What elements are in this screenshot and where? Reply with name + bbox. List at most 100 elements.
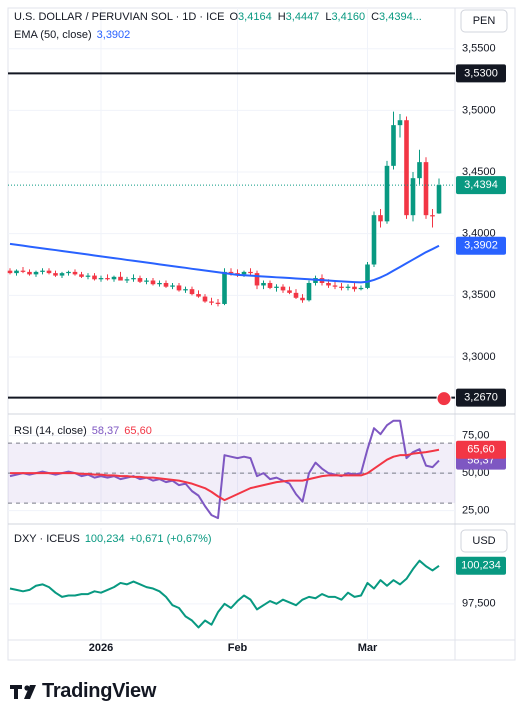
ohlc-key: H [277,11,286,23]
candle-body [85,275,91,277]
candle-body [391,125,396,166]
axis-value-label: 100,234 [461,560,501,572]
ohlc-value: 3,4164 [238,11,272,23]
axis-value-label: 3,3902 [464,240,498,252]
y-tick-label: 97,500 [462,598,496,610]
flag-icon [436,391,452,407]
y-tick-label: 25,00 [462,505,490,517]
currency: PEN [473,15,496,27]
axis-value-label: 65,60 [467,444,495,456]
ohlc-value: 3,4394... [379,11,422,23]
rsi-ma-value: 65,60 [124,425,152,437]
candle-body [189,289,195,295]
axis-value-box [456,64,506,83]
candle-body [384,165,390,222]
rsi-value: 58,37 [91,425,120,437]
candle-body [410,178,416,216]
candle-body [209,301,214,303]
candle-body [274,286,279,288]
ema-value: 3,3902 [96,29,131,41]
tv-logo [10,685,36,699]
candle-body [59,273,65,276]
candle-body [33,271,39,275]
ohlc-item: O3,4164 [229,11,271,23]
rsi-title: RSI (14, close) [14,425,87,437]
axis-value-box [456,176,506,195]
ohlc-key: O [229,11,239,23]
candle-body [176,285,182,291]
candle-body [358,287,364,290]
candle-body [40,270,45,272]
y-tick-label: 75,00 [462,430,490,442]
candle-body [66,271,71,274]
y-tick-label: 3,4000 [462,228,496,240]
axis-value-box [456,236,506,255]
candle-body [254,273,260,286]
candle-body [131,278,136,280]
candle-body [46,270,52,274]
candle-body [378,215,383,222]
dxy-title: DXY · ICEUS [14,533,80,545]
candle-body [150,280,156,285]
candle-body [280,286,286,291]
x-tick-label: 2026 [89,642,113,654]
candle-body [423,162,429,216]
candle-body [371,215,377,265]
series-line [9,242,440,284]
candle-body [14,270,19,274]
candle-body [118,276,123,281]
series-line [10,448,440,502]
candle-body [92,275,97,280]
candle-body [267,282,273,288]
candle-body [79,274,84,277]
candle-body [404,120,409,216]
candle-body [397,120,403,126]
ohlc-value: 3,4160 [331,11,366,23]
ema-name: EMA (50, close) [14,29,92,41]
candle-body [436,185,442,214]
candle-body [287,290,292,293]
candle-body [306,282,312,301]
frame [7,7,516,661]
candle-body [111,276,117,280]
candle-body [222,271,227,304]
candle-body [144,280,149,282]
candle-body [72,271,78,275]
candle-body [352,286,357,290]
candle-body [339,286,344,288]
currency-button[interactable] [460,529,508,553]
candle-body [293,292,299,298]
candle-body [157,282,162,285]
candle-body [215,302,221,304]
main-legend: U.S. DOLLAR / PERUVIAN SOL · 1D · ICE O3… [14,11,422,23]
candle-body [248,271,253,274]
ema-legend: EMA (50, close) 3,3902 [14,29,130,41]
ohlc-value: 3,4447 [285,11,320,23]
axis-value-label: 3,5300 [464,67,498,79]
ohlc-legend: O3,4164 H3,4447 L3,4160 C3,4394... [229,11,421,23]
dxy-change: +0,671 (+0,67%) [129,533,212,545]
y-tick-label: 3,5000 [462,104,496,116]
candle-body [7,270,13,274]
ohlc-item: H3,4447 [278,11,320,23]
axis-value-box [456,556,506,575]
ohlc-key: L [325,11,332,23]
x-tick-label: Feb [228,642,248,654]
candle-body [261,282,266,286]
brand: TradingView [42,680,157,702]
symbol-title: U.S. DOLLAR / PERUVIAN SOL · 1D · ICE [14,11,225,23]
candle-body [170,285,175,287]
rsi-legend: RSI (14, close) 58,37 65,60 [14,425,152,437]
y-tick-label: 3,5500 [462,43,496,55]
currency: USD [472,535,495,547]
axis-value-box [456,388,506,407]
y-tick-label: 3,3500 [462,289,496,301]
currency-button[interactable] [460,9,508,33]
y-tick-label: 3,3000 [462,351,496,363]
axis-value-label: 3,4394 [464,179,498,191]
candle-body [183,289,188,291]
candle-body [196,294,201,297]
candle-body [430,215,435,217]
